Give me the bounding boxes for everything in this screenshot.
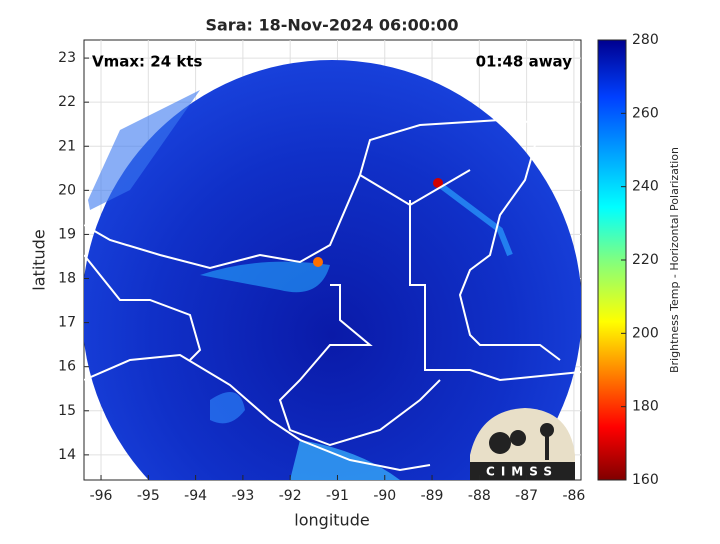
x-tick-label: -95 (137, 488, 160, 504)
x-tick-label: -96 (90, 488, 113, 504)
y-tick-label: 14 (58, 447, 76, 463)
rainband (438, 182, 513, 257)
y-axis-label: latitude (30, 229, 49, 290)
colorbar-label: Brightness Temp - Horizontal Polarizatio… (668, 147, 681, 373)
cloud (290, 440, 400, 480)
x-tick-label: -93 (231, 488, 254, 504)
x-tick-label: -92 (279, 488, 302, 504)
colorbar-tick-label: 220 (632, 252, 659, 268)
cimss-logo: CIMSS (470, 408, 575, 480)
x-tick-label: -90 (373, 488, 396, 504)
y-tick-label: 18 (58, 271, 76, 287)
y-tick-label: 21 (58, 138, 76, 154)
y-tick-label: 15 (58, 403, 76, 419)
y-tick-label: 23 (58, 50, 76, 66)
logo-text: CIMSS (486, 465, 558, 479)
logo-tower (545, 430, 549, 460)
title: Sara: 18-Nov-2024 06:00:00 (205, 16, 458, 35)
colorbar-tick-label: 280 (632, 32, 659, 48)
logo-dish (489, 432, 511, 454)
logo-dish (510, 430, 526, 446)
away-label: 01:48 away (476, 53, 573, 71)
x-axis-label: longitude (294, 511, 369, 530)
colorbar-tick-label: 180 (632, 399, 659, 415)
x-tick-label: -91 (326, 488, 349, 504)
x-tick-label: -87 (515, 488, 538, 504)
colorbar-tick-label: 240 (632, 179, 659, 195)
imagery (84, 60, 581, 480)
colorbar-tick-label: 260 (632, 105, 659, 121)
x-tick-label: -88 (468, 488, 491, 504)
y-tick-label: 16 (58, 359, 76, 375)
x-tick-label: -86 (562, 488, 585, 504)
logo-tank (540, 423, 554, 437)
hotspot (433, 178, 443, 188)
hotspot (313, 257, 323, 267)
x-tick-label: -94 (184, 488, 207, 504)
y-tick-label: 22 (58, 94, 76, 110)
logo-band (470, 462, 575, 480)
y-tick-label: 17 (58, 315, 76, 331)
coastlines (84, 118, 581, 472)
cloud (200, 261, 330, 293)
cloud (210, 392, 245, 424)
vmax-label: Vmax: 24 kts (92, 53, 202, 71)
colorbar-tick-label: 200 (632, 325, 659, 341)
y-tick-label: 19 (58, 226, 76, 242)
x-tick-label: -89 (421, 488, 444, 504)
colorbar-tick-label: 160 (632, 472, 659, 488)
swath (84, 60, 581, 480)
swath-edge (88, 90, 200, 210)
y-tick-label: 20 (58, 182, 76, 198)
